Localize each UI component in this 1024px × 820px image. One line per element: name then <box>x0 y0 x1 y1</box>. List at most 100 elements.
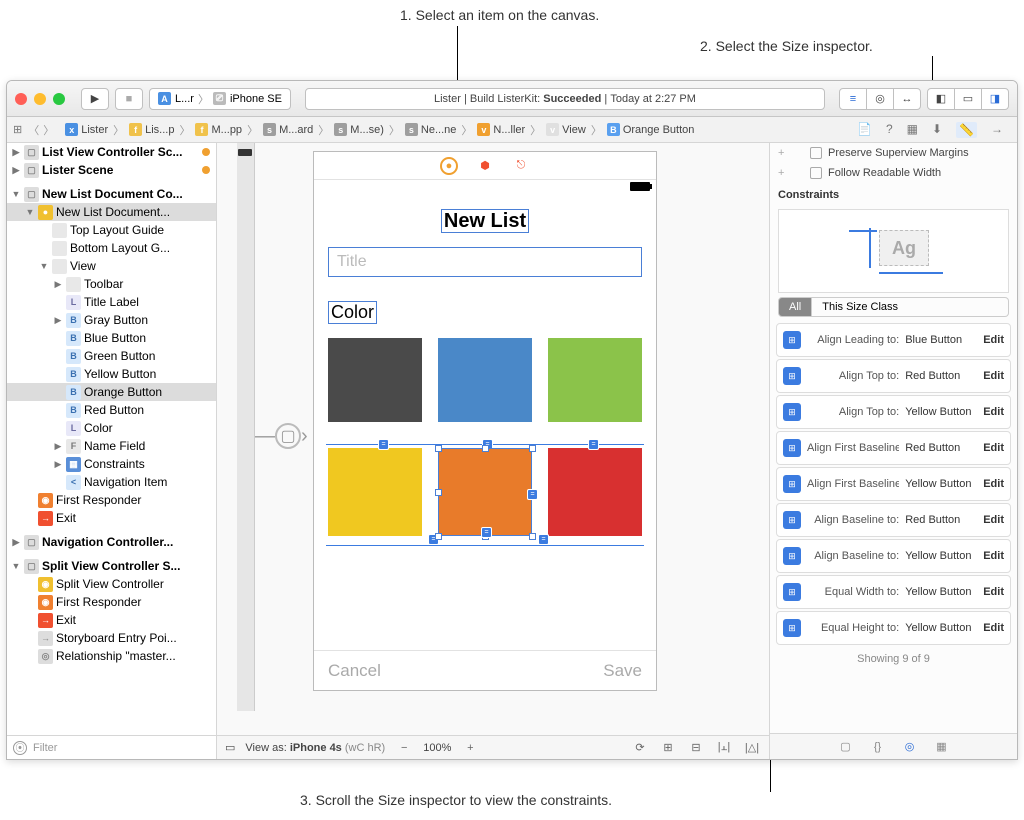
jumpbar-segment[interactable]: sNe...ne <box>402 123 459 136</box>
navigator-row[interactable]: Bottom Layout G... <box>7 239 216 257</box>
jumpbar-segment[interactable]: fM...pp <box>192 123 245 136</box>
constraint-item[interactable]: ⊞Align Top to:Yellow ButtonEdit <box>776 395 1011 429</box>
jumpbar-segment[interactable]: sM...ard <box>260 123 316 136</box>
color-swatch[interactable] <box>438 338 532 422</box>
navigator-row[interactable]: BGreen Button <box>7 347 216 365</box>
close-button[interactable] <box>15 93 27 105</box>
code-snippet-tab[interactable]: {} <box>870 739 886 755</box>
constraint-item[interactable]: ⊞Equal Width to:Yellow ButtonEdit <box>776 575 1011 609</box>
color-label[interactable]: Color <box>328 301 377 324</box>
quick-help-tab[interactable]: ? <box>886 122 893 138</box>
jumpbar-segment[interactable]: vN...ller <box>474 123 528 136</box>
navigator-row[interactable]: ▼ View <box>7 257 216 275</box>
navigator-row[interactable]: ▼▢Split View Controller S... <box>7 557 216 575</box>
constraint-edit-button[interactable]: Edit <box>983 550 1004 562</box>
resolve-button[interactable]: |⫠| <box>715 741 733 754</box>
outline-divider[interactable] <box>237 143 255 711</box>
jumpbar-segment[interactable]: xLister <box>62 123 111 136</box>
save-button[interactable]: Save <box>603 661 642 681</box>
constraint-item[interactable]: ⊞Align Baseline to:Red ButtonEdit <box>776 503 1011 537</box>
version-editor-button[interactable]: ↔ <box>893 88 921 110</box>
navigator-row[interactable]: ◉First Responder <box>7 593 216 611</box>
navigator-row[interactable]: BYellow Button <box>7 365 216 383</box>
navigator-row[interactable]: ◎Relationship "master... <box>7 647 216 665</box>
navigator-row[interactable]: →Storyboard Entry Poi... <box>7 629 216 647</box>
toggle-inspector-button[interactable]: ◨ <box>981 88 1009 110</box>
add-trait-button[interactable]: + <box>778 147 790 159</box>
zoom-out-button[interactable]: − <box>395 742 413 754</box>
navigator-row[interactable]: ◉Split View Controller <box>7 575 216 593</box>
stop-button[interactable]: ■ <box>115 88 143 110</box>
canvas-scene[interactable]: ● ⬢ ⎋ New List Title Color <box>313 151 657 691</box>
device-selector[interactable]: iPhone 4s <box>290 742 342 754</box>
navigator-filter[interactable]: ⦿ Filter <box>7 735 216 759</box>
minimize-button[interactable] <box>34 93 46 105</box>
constraint-edit-button[interactable]: Edit <box>983 586 1004 598</box>
constraint-item[interactable]: ⊞Equal Height to:Yellow ButtonEdit <box>776 611 1011 645</box>
constraint-visualization[interactable]: Ag <box>778 209 1009 293</box>
vc-icon[interactable]: ● <box>440 157 458 175</box>
title-label[interactable]: New List <box>328 210 642 233</box>
assistant-editor-button[interactable]: ◎ <box>866 88 894 110</box>
navigator-row[interactable]: ▶▢Navigation Controller... <box>7 533 216 551</box>
media-library-tab[interactable]: ▦ <box>934 739 950 755</box>
jumpbar-segment[interactable]: fLis...p <box>126 123 177 136</box>
run-button[interactable]: ▶ <box>81 88 109 110</box>
navigator-row[interactable]: BBlue Button <box>7 329 216 347</box>
constraint-edit-button[interactable]: Edit <box>983 370 1004 382</box>
identity-inspector-tab[interactable]: ▦ <box>907 122 918 138</box>
add-trait-button[interactable]: + <box>778 167 790 179</box>
exit-icon[interactable]: ⎋ <box>512 157 530 175</box>
size-inspector-tab[interactable]: 📏 <box>956 122 977 138</box>
constraint-edit-button[interactable]: Edit <box>983 478 1004 490</box>
preserve-margins-checkbox[interactable] <box>810 147 822 159</box>
navigator-row[interactable]: ▶BGray Button <box>7 311 216 329</box>
object-library-tab[interactable]: ◎ <box>902 739 918 755</box>
file-template-tab[interactable]: ▢ <box>838 739 854 755</box>
constraint-edit-button[interactable]: Edit <box>983 406 1004 418</box>
constraint-item[interactable]: ⊞Align First Baseline toYellow ButtonEdi… <box>776 467 1011 501</box>
jumpbar-segment[interactable]: vView <box>543 123 589 136</box>
zoom-in-button[interactable]: + <box>461 742 479 754</box>
jumpbar-segment[interactable]: BOrange Button <box>604 123 698 136</box>
orange-button-selected[interactable]: == <box>438 448 532 536</box>
color-swatch[interactable] <box>328 338 422 422</box>
title-textfield[interactable]: Title <box>328 247 642 277</box>
back-button[interactable]: 〈 <box>28 122 39 138</box>
navigator-row[interactable]: BOrange Button <box>7 383 216 401</box>
toggle-debug-button[interactable]: ▭ <box>954 88 982 110</box>
navigator-row[interactable]: ▶FName Field <box>7 437 216 455</box>
attributes-inspector-tab[interactable]: ⬇ <box>932 122 942 138</box>
maximize-button[interactable] <box>53 93 65 105</box>
segue-indicator[interactable]: ― ▢ › <box>255 423 308 449</box>
navigator-row[interactable]: ▼●New List Document... <box>7 203 216 221</box>
stack-button[interactable]: |△| <box>743 741 761 754</box>
related-items-icon[interactable]: ⊞ <box>13 123 22 136</box>
scheme-selector[interactable]: A L...r 〉 ⎚ iPhone SE <box>149 88 291 110</box>
readable-width-checkbox[interactable] <box>810 167 822 179</box>
seg-this[interactable]: This Size Class <box>812 297 1009 317</box>
connections-inspector-tab[interactable]: → <box>991 122 1003 138</box>
constraint-edit-button[interactable]: Edit <box>983 514 1004 526</box>
navigator-row[interactable]: →Exit <box>7 611 216 629</box>
color-swatch[interactable] <box>328 448 422 536</box>
navigator-row[interactable]: LColor <box>7 419 216 437</box>
toggle-navigator-button[interactable]: ◧ <box>927 88 955 110</box>
size-class-segmented[interactable]: All This Size Class <box>778 297 1009 317</box>
navigator-row[interactable]: BRed Button <box>7 401 216 419</box>
constraint-item[interactable]: ⊞Align Top to:Red ButtonEdit <box>776 359 1011 393</box>
constraint-edit-button[interactable]: Edit <box>983 442 1004 454</box>
navigator-row[interactable]: ▶ Toolbar <box>7 275 216 293</box>
constraint-item[interactable]: ⊞Align Leading to:Blue ButtonEdit <box>776 323 1011 357</box>
color-swatch[interactable] <box>548 338 642 422</box>
navigator-row[interactable]: ▶▢List View Controller Sc... <box>7 143 216 161</box>
constraint-item[interactable]: ⊞Align First Baseline toRed ButtonEdit <box>776 431 1011 465</box>
seg-all[interactable]: All <box>778 297 812 317</box>
zoom-level[interactable]: 100% <box>423 742 451 754</box>
navigator-row[interactable]: LTitle Label <box>7 293 216 311</box>
constraint-edit-button[interactable]: Edit <box>983 622 1004 634</box>
navigator-row[interactable]: ▶▢Lister Scene <box>7 161 216 179</box>
forward-button[interactable]: 〉 <box>43 122 54 138</box>
align-button[interactable]: ⊞ <box>659 741 677 754</box>
file-inspector-tab[interactable]: 📄 <box>857 122 872 138</box>
